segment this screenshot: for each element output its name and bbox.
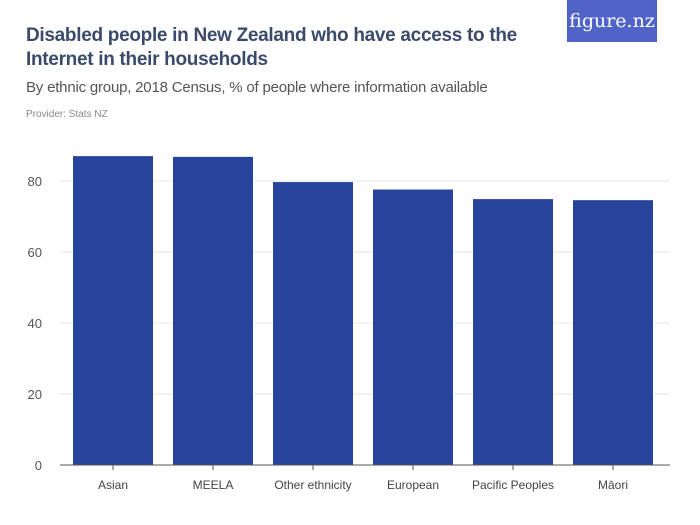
y-tick-label: 40 xyxy=(28,316,42,331)
x-tick-label: Asian xyxy=(98,478,128,492)
bar xyxy=(573,200,653,466)
bar xyxy=(273,182,353,465)
y-tick-label: 20 xyxy=(28,387,42,402)
bar xyxy=(373,189,453,465)
x-tick-label: Pacific Peoples xyxy=(472,478,554,492)
x-tick-label: Other ethnicity xyxy=(274,478,351,492)
x-tick-label: MEELA xyxy=(193,478,234,492)
chart-subtitle: By ethnic group, 2018 Census, % of peopl… xyxy=(26,79,488,96)
figure-nz-logo[interactable]: figure.nz xyxy=(567,0,657,42)
x-tick-label: European xyxy=(387,478,439,492)
bar xyxy=(73,156,153,465)
y-tick-label: 0 xyxy=(35,458,42,473)
bar xyxy=(473,199,553,466)
chart-title: Disabled people in New Zealand who have … xyxy=(26,25,517,70)
bar xyxy=(173,156,253,466)
provider-note: Provider: Stats NZ xyxy=(26,109,108,120)
x-tick-label: Māori xyxy=(598,478,628,492)
y-tick-label: 60 xyxy=(28,245,42,260)
y-tick-label: 80 xyxy=(28,174,42,189)
